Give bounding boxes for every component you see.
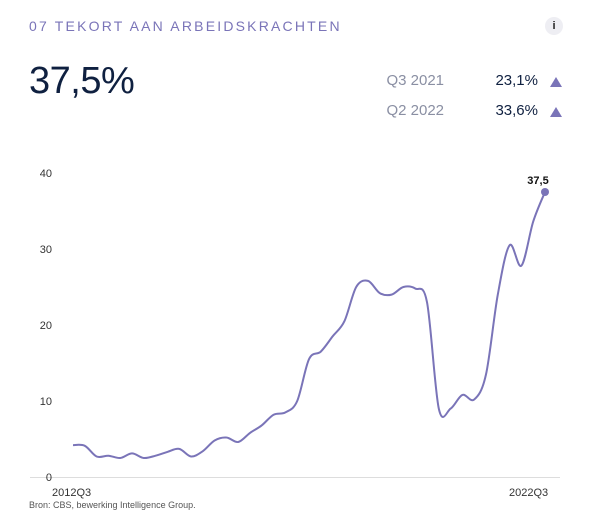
x-tick-start: 2012Q3 xyxy=(52,487,91,499)
comparison-row-q3-2021: Q3 2021 23,1% xyxy=(340,72,570,92)
comparison-value: 33,6% xyxy=(495,102,538,119)
current-value: 37,5% xyxy=(29,60,135,102)
y-tick-label: 30 xyxy=(40,244,52,256)
end-point xyxy=(541,188,549,196)
trend-up-icon xyxy=(550,77,562,87)
chart-title: 07 TEKORT AAN ARBEIDSKRACHTEN xyxy=(29,18,342,34)
series-line xyxy=(72,191,546,460)
comparison-value: 23,1% xyxy=(495,72,538,89)
x-tick-end: 2022Q3 xyxy=(509,487,548,499)
comparison-label: Q2 2022 xyxy=(386,102,444,119)
source-note: Bron: CBS, bewerking Intelligence Group. xyxy=(29,500,196,510)
comparison-label: Q3 2021 xyxy=(386,72,444,89)
y-axis-ticks: 0 10 20 30 40 xyxy=(40,168,52,484)
y-tick-label: 40 xyxy=(40,168,52,180)
end-value-label: 37,5 xyxy=(527,175,548,187)
y-tick-label: 10 xyxy=(40,396,52,408)
trend-up-icon xyxy=(550,107,562,117)
comparison-row-q2-2022: Q2 2022 33,6% xyxy=(340,102,570,122)
y-tick-label: 0 xyxy=(46,472,52,484)
info-icon[interactable]: i xyxy=(545,17,563,35)
y-tick-label: 20 xyxy=(40,320,52,332)
